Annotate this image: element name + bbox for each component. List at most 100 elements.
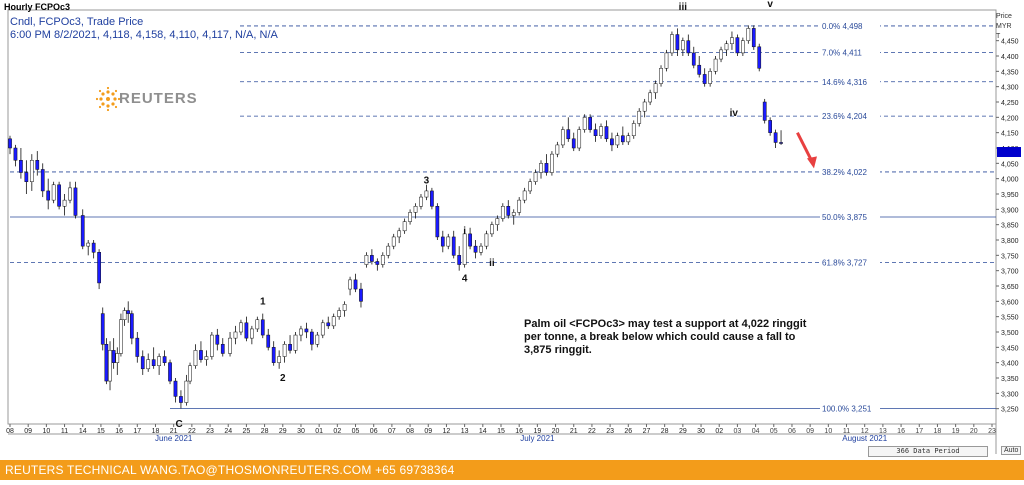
fib-label: 100.0% 3,251 xyxy=(822,404,872,413)
x-tick-label: 19 xyxy=(952,428,960,435)
candle-body xyxy=(713,58,718,72)
chart-title: Hourly FCPOc3 xyxy=(4,2,71,12)
logo-dot xyxy=(106,108,110,111)
analysis-annotation: Palm oil <FCPOc3> may test a support at … xyxy=(524,318,807,356)
candle-body xyxy=(24,172,29,182)
x-tick-label: 09 xyxy=(424,428,432,435)
logo-dot xyxy=(111,92,115,96)
x-tick-label: 05 xyxy=(352,428,360,435)
logo-dot xyxy=(114,105,118,109)
y-tick-label: 3,250 xyxy=(1001,407,1019,414)
candle-body xyxy=(659,68,663,84)
candle-body xyxy=(179,396,183,403)
y-tick-label: 3,850 xyxy=(1001,223,1019,230)
x-tick-label: 17 xyxy=(915,428,923,435)
candle-body xyxy=(331,316,336,327)
x-tick-label: 15 xyxy=(497,428,505,435)
candle-body xyxy=(162,356,167,363)
candle-body xyxy=(735,37,740,54)
candle-body xyxy=(168,362,172,382)
x-tick-label: 25 xyxy=(243,428,251,435)
y-tick-label: 4,200 xyxy=(1001,115,1019,122)
candle-body xyxy=(495,218,500,225)
x-tick-label: 28 xyxy=(661,428,669,435)
y-tick-label: 3,350 xyxy=(1001,376,1019,383)
candle-body xyxy=(451,236,456,256)
x-tick-label: 11 xyxy=(61,428,68,435)
candle-body xyxy=(260,319,265,336)
logo-dot xyxy=(113,97,117,101)
x-tick-label: 14 xyxy=(479,428,487,435)
candle-body xyxy=(642,101,647,112)
candle-body xyxy=(173,380,178,397)
candle-body xyxy=(86,242,91,247)
fib-label: 50.0% 3,875 xyxy=(822,213,867,222)
candle-body xyxy=(277,356,281,363)
x-tick-label: 05 xyxy=(770,428,778,435)
candle-body xyxy=(419,196,423,207)
candle-body xyxy=(288,344,292,351)
fib-label: 0.0% 4,498 xyxy=(822,22,863,31)
candle-body xyxy=(146,359,151,370)
candle-body xyxy=(380,255,385,265)
candle-body xyxy=(779,142,783,144)
candle-body xyxy=(440,236,445,247)
wave-label: 1 xyxy=(260,296,266,307)
x-tick-label: 29 xyxy=(279,428,287,435)
auto-scale-button[interactable]: Auto xyxy=(1001,446,1022,455)
candle-body xyxy=(391,236,396,247)
month-label: June 2021 xyxy=(155,434,193,443)
x-tick-label: 08 xyxy=(6,428,14,435)
candle-body xyxy=(220,344,225,354)
candle-body xyxy=(615,135,620,146)
x-tick-label: 18 xyxy=(152,428,160,435)
candle-body xyxy=(626,135,631,143)
month-label: August 2021 xyxy=(842,434,887,443)
x-tick-label: 26 xyxy=(624,428,632,435)
candle-body xyxy=(582,117,587,130)
candle-body xyxy=(19,160,23,173)
candle-body xyxy=(100,313,105,345)
wave-label: v xyxy=(767,0,773,10)
logo-dot xyxy=(111,102,115,106)
price-units: Price MYR T xyxy=(996,12,1016,42)
last-price-marker xyxy=(997,147,1021,157)
x-tick-label: 13 xyxy=(461,428,469,435)
units-tonne: T xyxy=(996,33,1001,40)
candle-body xyxy=(664,52,669,69)
x-tick-label: 19 xyxy=(533,428,541,435)
candle-body xyxy=(35,160,40,170)
candle-body xyxy=(111,350,116,363)
candle-body xyxy=(430,190,434,207)
x-tick-label: 07 xyxy=(388,428,396,435)
candle-body xyxy=(462,233,467,265)
data-period-box[interactable]: 366 Data Period xyxy=(868,446,988,457)
x-tick-label: 22 xyxy=(188,428,196,435)
month-label: July 2021 xyxy=(520,434,555,443)
candle-body xyxy=(304,328,309,333)
candle-body xyxy=(408,212,412,222)
candle-body xyxy=(768,120,772,133)
y-tick-label: 4,050 xyxy=(1001,161,1019,168)
fib-label-bg xyxy=(820,256,880,268)
candle-body xyxy=(670,34,674,54)
x-tick-label: 21 xyxy=(570,428,578,435)
candle-body xyxy=(29,160,34,182)
y-tick-label: 3,800 xyxy=(1001,238,1019,245)
x-tick-label: 16 xyxy=(515,428,523,435)
logo-dot xyxy=(106,87,110,90)
candle-body xyxy=(62,199,67,207)
x-tick-label: 30 xyxy=(297,428,305,435)
x-tick-label: 01 xyxy=(315,428,323,435)
candle-body xyxy=(610,138,614,146)
wave-label: iii xyxy=(679,2,688,13)
wave-label: iv xyxy=(730,108,739,119)
y-tick-label: 4,150 xyxy=(1001,131,1019,138)
candle-body xyxy=(511,212,516,216)
candle-body xyxy=(479,245,483,253)
x-tick-label: 02 xyxy=(333,428,341,435)
x-tick-label: 11 xyxy=(843,428,850,435)
candle-body xyxy=(80,215,85,247)
candle-body xyxy=(293,334,298,351)
candle-body xyxy=(675,34,680,51)
